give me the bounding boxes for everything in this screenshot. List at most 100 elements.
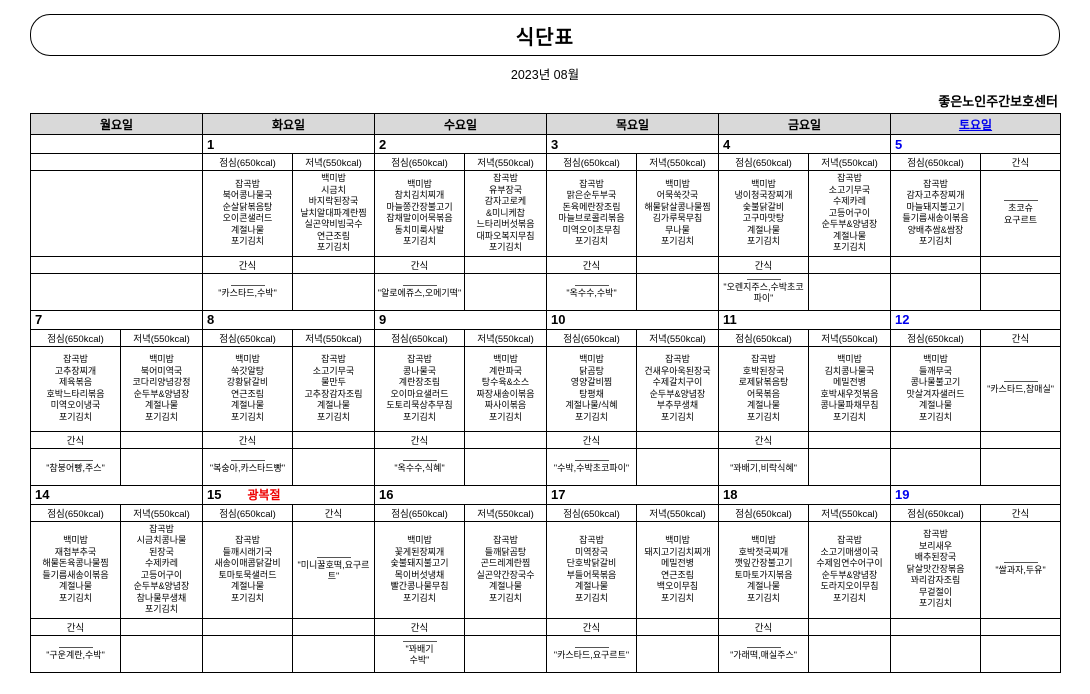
snack-label-blank <box>464 255 547 274</box>
date-cell-10: 10 <box>546 309 719 330</box>
meal-label-lunch: 점심(650kcal) <box>546 153 637 171</box>
menu-cell-lunch: 잡곡밥 북어콩나물국 순살닭볶음탕 오이콘샐러드 계절나물 포기김치 <box>202 170 293 257</box>
meal-label-empty <box>30 153 203 171</box>
snack-cell-blank <box>120 447 203 486</box>
lunch-items: 잡곡밥 맑은순두부국 돈육메란장조림 마늘브로콜리볶음 미역오이초무침 포기김치 <box>558 178 625 247</box>
date-cell-4: 4 <box>718 134 891 154</box>
menu-cell-lunch: 백미밥 들깨무국 콩나물불고기 맛살겨자샐러드 계절나물 포기김치 <box>890 345 981 432</box>
snack-label: 간식 <box>718 617 809 636</box>
snack-divider <box>402 284 437 286</box>
menu-cell-lunch: 백미밥 쑥갓알탕 강황닭갈비 연근조림 계절나물 포기김치 <box>202 345 293 432</box>
menu-cell-dinner: 백미밥 계란파국 탕수육&소스 짜장새송이볶음 짜사이볶음 포기김치 <box>464 345 547 432</box>
meal-label-lunch: 점심(650kcal) <box>202 503 293 522</box>
snack-items: "알로에쥬스,오메기떡" <box>377 287 462 298</box>
weekday-header-row: 월요일 화요일 수요일 목요일 금요일 토요일 <box>30 113 1061 135</box>
snack-label: 간식 <box>374 617 465 636</box>
menu-calendar-table: 월요일 화요일 수요일 목요일 금요일 토요일 1 2 3 4 5 점심(650kcal)… <box>30 113 1061 673</box>
menu-cell-dinner: 잡곡밥 들깨닭곰탕 곤드레계란찜 실곤약간장국수 계절나물 포기김치 <box>464 520 547 619</box>
snack-label: 간식 <box>374 430 465 449</box>
date-cell-14: 14 <box>30 484 203 505</box>
menu-cell-lunch: 백미밥 냉이청국장찌개 숯불닭갈비 고구마맛탕 계절나물 포기김치 <box>718 170 809 257</box>
lunch-items: 잡곡밥 콩나물국 계란장조림 오이마요샐러드 도토리묵상추무침 포기김치 <box>386 354 453 422</box>
snack-items: "카스타드,요구르트" <box>553 649 630 660</box>
menu-cell-dinner: 백미밥 돼지고기김치찌개 메밀전병 연근조림 백오이무침 포기김치 <box>636 520 719 619</box>
snack-cell: "오렌지주스,수박초코파이" <box>718 272 809 311</box>
dinner-items: 잡곡밥 건새우아욱된장국 수제갈치구이 순두부&양념장 부추무생채 포기김치 <box>644 354 711 422</box>
date-cell-17: 17 <box>546 484 719 505</box>
snack-label-empty <box>30 255 203 274</box>
meal-label-snack: 간식 <box>980 328 1061 347</box>
date-cell-19: 19 <box>890 484 1061 505</box>
snack-divider <box>574 459 609 461</box>
snack-divider <box>58 459 93 461</box>
meal-label-snack: 간식 <box>980 503 1061 522</box>
menu-cell-lunch: 백미밥 꽃게된장찌개 숯불돼지불고기 목이버섯냉채 빨간콩나물무침 포기김치 <box>374 520 465 619</box>
menu-content-row: 백미밥 재첩부추국 해물돈육콩나물찜 들기름새송이볶음 계절나물 포기김치 잡곡밥… <box>30 520 1061 619</box>
meal-label-lunch: 점심(650kcal) <box>890 153 981 171</box>
date-number: 17 <box>551 487 566 502</box>
meal-label-dinner: 저녁(550kcal) <box>808 328 891 347</box>
snack-items: "미니꿀호떡,요구르트" <box>297 559 370 582</box>
meal-label-lunch: 점심(650kcal) <box>374 153 465 171</box>
date-cell-1: 1 <box>202 134 375 154</box>
snack-content-row: "구운계란,수박" "꽈배기 수박" "카스타드,요구르트" "가래떡,매실주스" <box>30 634 1061 673</box>
menu-cell-dinner: 백미밥 김치콩나물국 메밀전병 호박새우젓볶음 콩나물파채무침 포기김치 <box>808 345 891 432</box>
meal-label-snack: 간식 <box>980 153 1061 171</box>
meal-label-lunch: 점심(650kcal) <box>546 328 637 347</box>
snack-cell: "참붕어빵,주스" <box>30 447 121 486</box>
snack-cell-empty <box>30 272 203 311</box>
snack-cell-blank <box>292 447 375 486</box>
meal-label-dinner: 저녁(550kcal) <box>464 503 547 522</box>
lunch-items: 백미밥 냉이청국장찌개 숯불닭갈비 고구마맛탕 계절나물 포기김치 <box>734 178 793 247</box>
snack-label-blank <box>292 430 375 449</box>
menu-cell-lunch: 백미밥 닭곰탕 영양갈비찜 탕평채 계절나물/식혜 포기김치 <box>546 345 637 432</box>
snack-items: "구운계란,수박" <box>46 649 105 660</box>
holiday-label: 광복절 <box>247 488 281 502</box>
snack-label-blank <box>890 255 981 274</box>
snack-cell-blank <box>636 447 719 486</box>
meal-label-dinner: 저녁(550kcal) <box>292 328 375 347</box>
date-cell-18: 18 <box>718 484 891 505</box>
snack-label-blank <box>808 255 891 274</box>
snack-cell: "옥수수,수박" <box>546 272 637 311</box>
snack-cell: "옥수수,식혜" <box>374 447 465 486</box>
menu-cell-empty <box>30 170 203 257</box>
snack-items: "오렌지주스,수박초코파이" <box>723 282 804 303</box>
dinner-items: 잡곡밥 소고기무국 물만두 고추장감자조림 계절나물 포기김치 <box>304 354 363 422</box>
date-number: 11 <box>723 312 737 327</box>
snack-label-blank <box>980 617 1061 636</box>
snack-label-blank <box>636 617 719 636</box>
date-number: 16 <box>379 487 394 502</box>
snack-cell-blank <box>636 272 719 311</box>
snack-label-blank <box>980 430 1061 449</box>
meal-label-dinner: 저녁(550kcal) <box>636 503 719 522</box>
snack-cell-blank <box>890 447 981 486</box>
organization-name: 좋은노인주간보호센터 <box>938 94 1058 109</box>
snack-label-row: 간식 간식 간식 간식 <box>30 617 1061 636</box>
snack-label: 간식 <box>718 255 809 274</box>
menu-cell-dinner: 백미밥 북어미역국 코다리양념강정 순두부&양념장 계절나물 포기김치 <box>120 345 203 432</box>
lunch-items: 잡곡밥 북어콩나물국 순살닭볶음탕 오이콘샐러드 계절나물 포기김치 <box>222 178 273 247</box>
meal-label-row: 점심(650kcal) 저녁(550kcal) 점심(650kcal) 간식 점심(65… <box>30 503 1061 522</box>
snack-divider <box>574 646 609 648</box>
menu-content-row: 잡곡밥 북어콩나물국 순살닭볶음탕 오이콘샐러드 계절나물 포기김치 백미밥 시금… <box>30 170 1061 257</box>
menu-cell-dinner: 잡곡밥 소고기무국 물만두 고추장감자조림 계절나물 포기김치 <box>292 345 375 432</box>
snack-label: 간식 <box>30 430 121 449</box>
lunch-items: 잡곡밥 호박된장국 로제닭볶음탕 어묵볶음 계절나물 포기김치 <box>738 354 789 422</box>
meal-label-row: 점심(650kcal) 저녁(550kcal) 점심(650kcal) 저녁(550k… <box>30 153 1061 171</box>
dinner-items: 백미밥 시금치 바지락된장국 날치알대파계란찜 실곤약비빔국수 연근조림 포기김… <box>300 173 367 252</box>
menu-cell-snack: "쌀과자,두유" <box>980 520 1061 619</box>
snack-divider <box>402 641 437 642</box>
date-number-row: 14 15 광복절 16 17 18 19 <box>30 484 1061 505</box>
weekday-header-thu: 목요일 <box>546 113 719 135</box>
meal-label-lunch: 점심(650kcal) <box>374 328 465 347</box>
date-cell-5: 5 <box>890 134 1061 154</box>
snack-divider <box>574 284 609 286</box>
snack-cell-blank <box>120 634 203 673</box>
snack-label-blank <box>464 430 547 449</box>
snack-cell-blank <box>464 447 547 486</box>
meal-label-dinner: 저녁(550kcal) <box>808 503 891 522</box>
snack-divider <box>230 284 265 286</box>
lunch-items: 백미밥 호박젓국찌개 깻잎간장불고기 토마토가지볶음 계절나물 포기김치 <box>734 535 793 603</box>
snack-items: "옥수수,식혜" <box>394 462 445 473</box>
